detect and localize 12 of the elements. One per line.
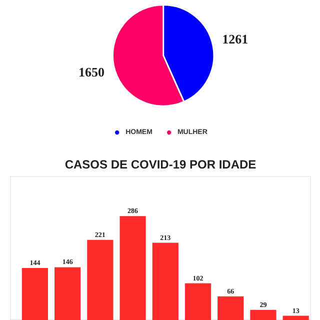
chart-title: CASOS DE COVID-19 POR IDADE	[64, 158, 256, 172]
bar	[54, 267, 81, 320]
bar	[87, 240, 114, 320]
bar	[250, 310, 276, 320]
bar	[120, 216, 146, 320]
bar	[152, 242, 178, 320]
bar	[282, 316, 309, 320]
bar	[184, 283, 212, 320]
bar	[22, 268, 48, 320]
bar	[218, 296, 244, 320]
data-label: 1650	[78, 64, 105, 80]
data-label: 1261	[222, 32, 248, 47]
